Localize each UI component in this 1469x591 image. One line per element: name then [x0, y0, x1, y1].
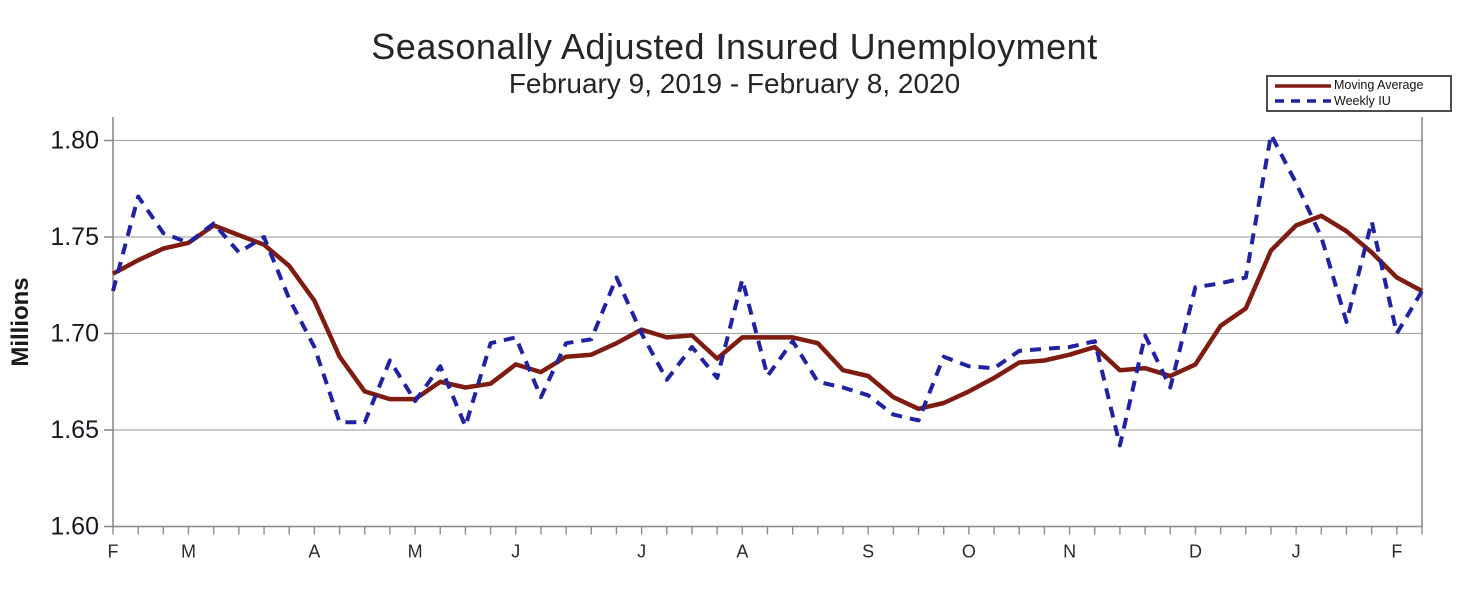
- x-month-label: S: [862, 542, 874, 562]
- legend-item-weekly-iu: Weekly IU: [1272, 94, 1446, 109]
- series-line-weekly-iu: [111, 132, 1424, 448]
- legend-label-weekly-iu: Weekly IU: [1334, 93, 1391, 108]
- x-month-label: F: [1391, 542, 1402, 562]
- y-tick-label: 1.65: [50, 416, 99, 444]
- legend: Moving Average Weekly IU: [1266, 75, 1452, 112]
- x-month-label: J: [1292, 542, 1301, 562]
- y-tick-label: 1.70: [50, 320, 99, 348]
- chart-subtitle: February 9, 2019 - February 8, 2020: [508, 68, 961, 99]
- x-month-label: F: [108, 542, 119, 562]
- chart-title: Seasonally Adjusted Insured Unemployment: [371, 26, 1098, 67]
- legend-label-moving-average: Moving Average: [1334, 78, 1424, 93]
- weekly-iu-dashed-line-icon: [1275, 99, 1331, 103]
- x-month-label: M: [181, 542, 196, 562]
- moving-average-line-icon: [1275, 84, 1331, 88]
- series-line-moving-average: [111, 213, 1424, 412]
- y-tick-label: 1.80: [50, 127, 99, 155]
- x-month-label: D: [1189, 542, 1202, 562]
- x-month-label: A: [308, 542, 320, 562]
- y-tick-label: 1.60: [50, 513, 99, 541]
- legend-item-moving-average: Moving Average: [1272, 78, 1446, 93]
- x-month-label: M: [408, 542, 423, 562]
- x-month-label: J: [511, 542, 520, 562]
- y-tick-label: 1.75: [50, 223, 99, 251]
- x-month-label: N: [1063, 542, 1076, 562]
- x-month-label: J: [637, 542, 646, 562]
- x-month-label: O: [962, 542, 976, 562]
- y-axis-title: Millions: [7, 277, 34, 366]
- x-month-label: A: [736, 542, 748, 562]
